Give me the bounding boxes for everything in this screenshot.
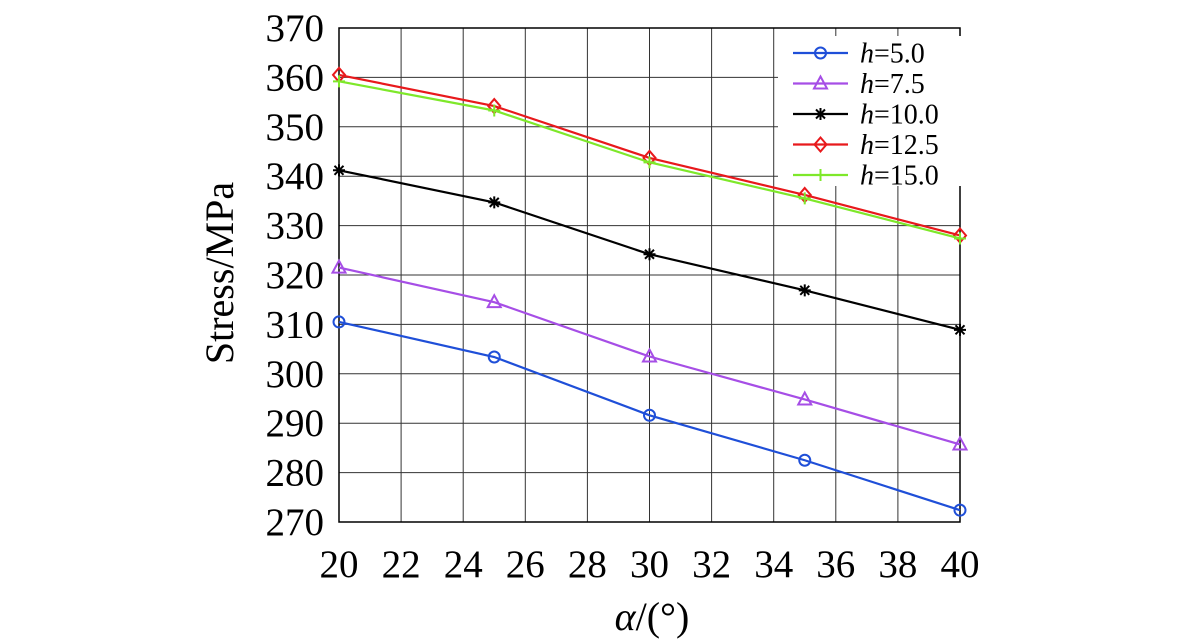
data-point bbox=[796, 390, 813, 406]
data-point bbox=[798, 192, 811, 205]
y-axis: 270 280 290 300 310 320 330 340 350 360 370 bbox=[266, 7, 325, 544]
x-tick-label: 20 bbox=[320, 543, 359, 586]
data-point bbox=[332, 315, 346, 329]
series-2 bbox=[330, 258, 969, 451]
data-point bbox=[487, 350, 501, 364]
data-point bbox=[798, 453, 812, 467]
series-line bbox=[338, 266, 961, 446]
x-tick-label: 24 bbox=[444, 543, 483, 586]
legend-marker bbox=[814, 108, 827, 120]
legend-variable: h bbox=[860, 100, 874, 131]
y-tick-label: 370 bbox=[266, 7, 325, 50]
x-axis-label: α/(°) bbox=[615, 594, 690, 639]
series-3 bbox=[333, 164, 966, 336]
legend-box bbox=[778, 36, 968, 186]
legend-marker bbox=[813, 135, 828, 154]
y-tick-label: 280 bbox=[266, 452, 325, 495]
legend-entry: h=12.5 bbox=[793, 130, 939, 161]
x-axis: 20 22 24 26 28 30 32 34 36 38 40 bbox=[320, 543, 980, 586]
data-point bbox=[643, 408, 656, 422]
x-tick-label: 30 bbox=[630, 543, 669, 586]
y-tick-label: 350 bbox=[266, 106, 325, 149]
x-tick-label: 38 bbox=[878, 543, 917, 586]
data-point bbox=[333, 75, 345, 88]
legend-marker bbox=[814, 169, 827, 181]
legend-variable: h bbox=[860, 69, 874, 100]
legend-label: h=7.5 bbox=[860, 69, 925, 100]
data-point bbox=[333, 164, 345, 177]
y-tick-label: 300 bbox=[266, 353, 325, 396]
legend-marker bbox=[812, 74, 829, 90]
x-tick-label: 40 bbox=[941, 543, 980, 586]
legend-entry: h=5.0 bbox=[793, 39, 925, 70]
series-layer bbox=[330, 66, 969, 517]
legend-label: h=15.0 bbox=[860, 161, 939, 192]
data-point bbox=[486, 293, 503, 309]
series-5 bbox=[333, 75, 966, 245]
data-point bbox=[641, 347, 658, 363]
x-tick-label: 22 bbox=[382, 543, 421, 586]
legend-entry: h=7.5 bbox=[793, 69, 925, 100]
data-point bbox=[643, 248, 656, 261]
data-point bbox=[953, 503, 967, 517]
y-tick-label: 310 bbox=[266, 303, 325, 346]
data-point bbox=[488, 196, 501, 209]
legend-variable: h bbox=[860, 130, 874, 161]
y-tick-label: 290 bbox=[266, 402, 325, 445]
data-point bbox=[488, 104, 501, 117]
y-tick-label: 340 bbox=[266, 155, 325, 198]
data-point bbox=[951, 435, 969, 451]
y-tick-label: 270 bbox=[266, 501, 325, 544]
legend-label: h=12.5 bbox=[860, 130, 939, 161]
legend-value: =12.5 bbox=[874, 130, 939, 161]
x-tick-label: 32 bbox=[692, 543, 731, 586]
data-point bbox=[798, 284, 811, 297]
legend-value: =10.0 bbox=[874, 100, 939, 131]
legend-value: =7.5 bbox=[874, 69, 925, 100]
plot-frame bbox=[338, 27, 961, 523]
series-line bbox=[338, 320, 961, 512]
series-1 bbox=[332, 315, 967, 517]
legend-label: h=5.0 bbox=[860, 39, 925, 70]
legend-variable: h bbox=[860, 39, 874, 70]
y-axis-label: Stress/MPa bbox=[197, 182, 242, 364]
data-point bbox=[954, 232, 966, 245]
x-tick-label: 36 bbox=[816, 543, 855, 586]
data-point bbox=[954, 323, 966, 336]
x-tick-label: 34 bbox=[754, 543, 793, 586]
y-tick-label: 360 bbox=[266, 56, 325, 99]
data-point bbox=[330, 258, 348, 274]
x-axis-variable: α bbox=[615, 594, 637, 639]
x-tick-label: 28 bbox=[568, 543, 607, 586]
legend-marker bbox=[814, 46, 827, 60]
legend-label: h=10.0 bbox=[860, 100, 939, 131]
legend-value: =5.0 bbox=[874, 39, 925, 70]
legend: h=5.0h=7.5h=10.0h=12.5h=15.0 bbox=[778, 36, 968, 192]
x-axis-unit: /(°) bbox=[636, 594, 690, 639]
y-tick-label: 320 bbox=[266, 254, 325, 297]
legend-variable: h bbox=[860, 161, 874, 192]
legend-value: =15.0 bbox=[874, 161, 939, 192]
x-tick-label: 26 bbox=[506, 543, 545, 586]
legend-entry: h=10.0 bbox=[793, 100, 939, 131]
y-tick-label: 330 bbox=[266, 205, 325, 248]
data-point bbox=[643, 156, 656, 169]
legend-entry: h=15.0 bbox=[793, 161, 939, 192]
